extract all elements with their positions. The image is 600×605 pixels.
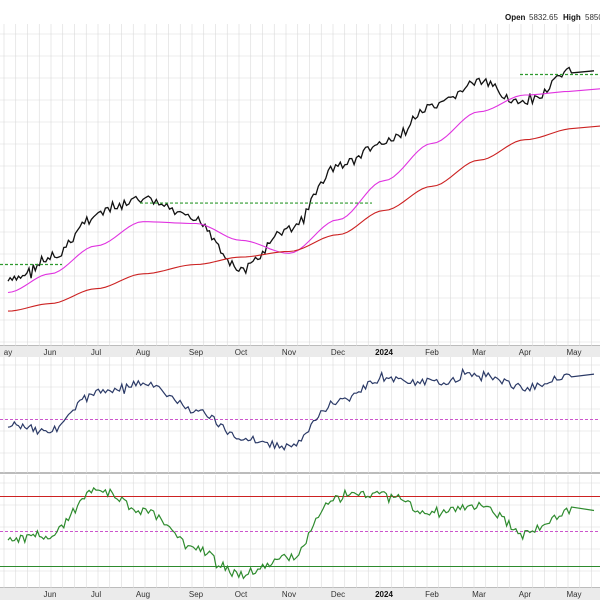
- grid-layer: [0, 24, 600, 589]
- month-axis-strip: [0, 346, 600, 357]
- high-label: High: [563, 13, 581, 22]
- series-line-price: [7, 66, 595, 282]
- bottom-month-tick-label: Jun: [44, 590, 57, 599]
- month-tick-label: ay: [4, 348, 12, 357]
- high-value: 5850: [585, 13, 600, 22]
- bottom-month-tick-label: Oct: [235, 590, 248, 599]
- month-tick-label: Apr: [519, 348, 532, 357]
- indicator-panel: [0, 367, 600, 451]
- indicator-line: [7, 367, 595, 451]
- bottom-month-tick-label: Aug: [136, 590, 150, 599]
- month-tick-label: Feb: [425, 348, 439, 357]
- open-value: 5832.65: [529, 13, 558, 22]
- month-tick-label: Nov: [282, 348, 296, 357]
- axis-layer: ay Jun Jul Aug Sep Oct Nov Dec 2024 Feb Mar Apr May J…: [0, 346, 600, 600]
- month-tick-label: Aug: [136, 348, 150, 357]
- month-tick-label: Dec: [331, 348, 345, 357]
- month-tick-label: Jul: [91, 348, 101, 357]
- bottom-month-tick-label: Feb: [425, 590, 439, 599]
- bottom-month-tick-label: Mar: [472, 590, 486, 599]
- rsi-panel: [0, 486, 600, 580]
- bottom-month-tick-label: Nov: [282, 590, 296, 599]
- rsi-line: [7, 486, 595, 580]
- bottom-month-tick-label: Apr: [519, 590, 532, 599]
- month-tick-label: Mar: [472, 348, 486, 357]
- month-tick-label: 2024: [375, 348, 393, 357]
- bottom-axis-strip: [0, 588, 600, 600]
- price-header: Open 5832.65 High 5850: [505, 13, 600, 22]
- month-tick-label: Jun: [44, 348, 57, 357]
- bottom-month-tick-label: 2024: [375, 590, 393, 599]
- price-panel: [0, 66, 600, 312]
- open-label: Open: [505, 13, 526, 22]
- month-tick-label: May: [566, 348, 581, 357]
- series-line-ma50: [7, 88, 600, 294]
- bottom-month-tick-label: Sep: [189, 590, 204, 599]
- month-tick-label: Sep: [189, 348, 204, 357]
- month-tick-label: Oct: [235, 348, 248, 357]
- series-line-ma200: [7, 125, 600, 312]
- bottom-month-tick-label: Jul: [91, 590, 101, 599]
- bottom-month-tick-label: May: [566, 590, 581, 599]
- bottom-month-tick-label: Dec: [331, 590, 345, 599]
